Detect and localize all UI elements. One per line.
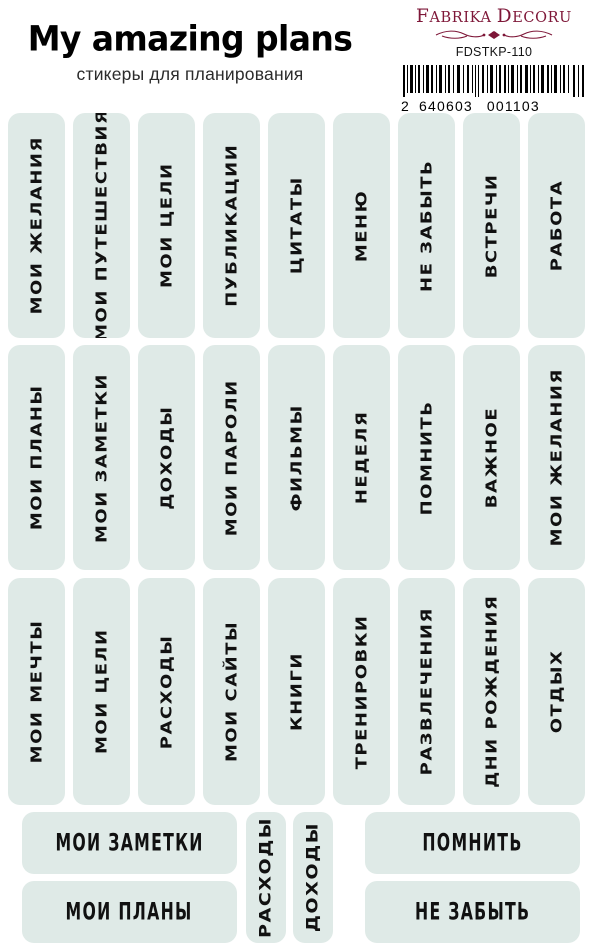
sticker-label: МОИ ПЛАНЫ [27,384,46,531]
sticker-vertical-r2-c9[interactable]: МОИ ЖЕЛАНИЯ [528,345,585,570]
sticker-label: МОИ ПУТЕШЕСТВИЯ [92,113,111,338]
sticker-vertical-r1-c5[interactable]: ЦИТАТЫ [268,113,325,338]
barcode-group-2: 001103 [486,97,540,114]
sticker-vertical-r2-c6[interactable]: НЕДЕЛЯ [333,345,390,570]
sticker-vertical-r3-c1[interactable]: МОИ МЕЧТЫ [8,578,65,805]
sticker-vertical-r1-c6[interactable]: МЕНЮ [333,113,390,338]
sticker-vertical-r3-c2[interactable]: МОИ ЦЕЛИ [73,578,130,805]
sticker-vertical-r1-c4[interactable]: ПУБЛИКАЦИИ [203,113,260,338]
sticker-label: МОИ ПАРОЛИ [222,379,241,536]
title-block: My amazing plans стикеры для планировани… [0,17,380,85]
sticker-bottom-left-2[interactable]: МОИ ПЛАНЫ [22,881,237,943]
sticker-label: МОИ САЙТЫ [222,620,241,763]
sticker-vertical-r3-c5[interactable]: КНИГИ [268,578,325,805]
sticker-label: ПУБЛИКАЦИИ [222,143,241,308]
sticker-label: МОИ ЗАМЕТКИ [92,372,111,543]
sticker-vertical-r3-c6[interactable]: ТРЕНИРОВКИ [333,578,390,805]
sticker-vertical-r1-c2[interactable]: МОИ ПУТЕШЕСТВИЯ [73,113,130,338]
sticker-label: НЕДЕЛЯ [352,410,371,505]
brand-word-2-rest: ECORU [512,10,572,26]
sticker-label: РАСХОДЫ [157,634,176,749]
sticker-label: МОИ ЖЕЛАНИЯ [27,136,46,315]
sticker-vertical-r3-c3[interactable]: РАСХОДЫ [138,578,195,805]
barcode: 2 640603 001103 [401,64,587,114]
sticker-vertical-r3-c9[interactable]: ОТДЫХ [528,578,585,805]
sticker-bottom-middle-2[interactable]: ДОХОДЫ [293,812,333,943]
sticker-vertical-r3-c7[interactable]: РАЗВЛЕЧЕНИЯ [398,578,455,805]
sticker-vertical-r3-c4[interactable]: МОИ САЙТЫ [203,578,260,805]
flourish-ornament-icon [435,30,553,39]
sticker-label: МОИ ПЛАНЫ [65,898,194,926]
sticker-label: ОТДЫХ [547,649,566,734]
sticker-vertical-r1-c3[interactable]: МОИ ЦЕЛИ [138,113,195,338]
sticker-label: ВАЖНОЕ [482,406,501,509]
sticker-label: ДОХОДЫ [157,405,176,510]
sticker-label: ДНИ РОЖДЕНИЯ [482,594,501,789]
barcode-lead-digit: 2 [401,97,410,114]
sticker-label: МОИ МЕЧТЫ [27,619,46,764]
page-subtitle: стикеры для планирования [76,64,304,84]
sticker-vertical-r2-c8[interactable]: ВАЖНОЕ [463,345,520,570]
page-title: My amazing plans [27,17,353,60]
sticker-vertical-r2-c1[interactable]: МОИ ПЛАНЫ [8,345,65,570]
sticker-label: МОИ ЦЕЛИ [157,162,176,289]
sticker-bottom-left-1[interactable]: МОИ ЗАМЕТКИ [22,812,237,874]
sticker-vertical-r2-c4[interactable]: МОИ ПАРОЛИ [203,345,260,570]
sticker-vertical-r3-c8[interactable]: ДНИ РОЖДЕНИЯ [463,578,520,805]
sticker-label: РАЗВЛЕЧЕНИЯ [417,607,436,776]
barcode-bars-icon [403,64,584,97]
sticker-label: НЕ ЗАБЫТЬ [414,898,531,926]
sticker-label: РАСХОДЫ [256,816,276,939]
sticker-label: НЕ ЗАБЫТЬ [417,159,436,292]
sticker-label: ФИЛЬМЫ [287,403,306,512]
sticker-label: МОИ ЗАМЕТКИ [55,829,204,857]
sticker-label: ПОМНИТЬ [417,400,436,515]
sticker-bottom-right-1[interactable]: ПОМНИТЬ [365,812,580,874]
sticker-label: МЕНЮ [352,189,371,262]
sticker-label: ЦИТАТЫ [287,176,306,275]
brand-block: FABRIKA DECORU FDSTKP-110 [396,6,592,114]
sticker-vertical-r2-c3[interactable]: ДОХОДЫ [138,345,195,570]
sticker-label: МОИ ЖЕЛАНИЯ [547,368,566,547]
sticker-label: ДОХОДЫ [303,822,323,933]
sticker-vertical-r1-c9[interactable]: РАБОТА [528,113,585,338]
sticker-vertical-r2-c5[interactable]: ФИЛЬМЫ [268,345,325,570]
sticker-vertical-r1-c8[interactable]: ВСТРЕЧИ [463,113,520,338]
sticker-bottom-right-2[interactable]: НЕ ЗАБЫТЬ [365,881,580,943]
sticker-label: ТРЕНИРОВКИ [352,614,371,769]
sticker-label: МОИ ЦЕЛИ [92,628,111,755]
sticker-label: ПОМНИТЬ [422,829,523,857]
article-code: FDSTKP-110 [455,44,533,59]
brand-logo-text: FABRIKA DECORU [416,6,572,27]
sheet-header: My amazing plans стикеры для планировани… [0,0,600,114]
sticker-vertical-r2-c7[interactable]: ПОМНИТЬ [398,345,455,570]
sticker-vertical-r2-c2[interactable]: МОИ ЗАМЕТКИ [73,345,130,570]
sticker-bottom-middle-1[interactable]: РАСХОДЫ [246,812,286,943]
sticker-label: КНИГИ [287,652,306,731]
brand-word-1-rest: ABRIKA [429,10,492,26]
sticker-vertical-r1-c7[interactable]: НЕ ЗАБЫТЬ [398,113,455,338]
sticker-label: ВСТРЕЧИ [482,173,501,278]
sticker-vertical-r1-c1[interactable]: МОИ ЖЕЛАНИЯ [8,113,65,338]
barcode-digits: 2 640603 001103 [401,98,587,114]
barcode-group-1: 640603 [419,97,473,114]
sticker-label: РАБОТА [547,179,566,272]
